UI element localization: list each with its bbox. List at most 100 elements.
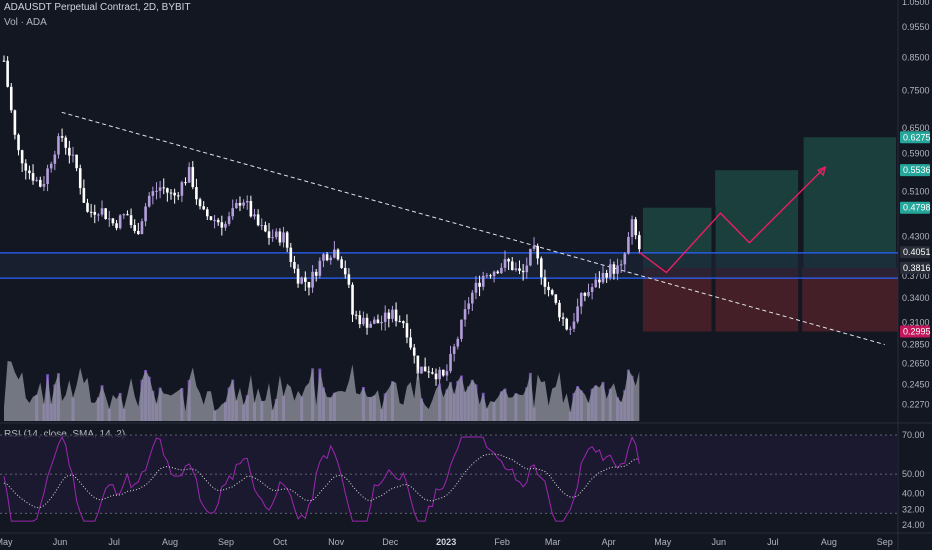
candle-body bbox=[521, 270, 525, 273]
time-tick-label: Aug bbox=[821, 537, 837, 547]
rsi-tick-label: 40.00 bbox=[902, 489, 925, 499]
price-tick-label: 0.9550 bbox=[902, 22, 930, 32]
price-badge-label: 0.6275 bbox=[903, 132, 931, 142]
time-tick-label: Jul bbox=[108, 537, 120, 547]
price-badge-label: 0.3816 bbox=[903, 263, 931, 273]
candle-body bbox=[478, 282, 481, 287]
candle-body bbox=[336, 249, 340, 260]
price-tick-label: 0.2650 bbox=[902, 359, 930, 369]
support-zone bbox=[0, 252, 898, 279]
price-tick-label: 0.4300 bbox=[902, 232, 930, 242]
time-tick-label: Mar bbox=[545, 537, 561, 547]
candle-body bbox=[227, 216, 231, 224]
candle-body bbox=[387, 312, 391, 319]
candle-body bbox=[46, 168, 49, 185]
candle-body bbox=[89, 211, 93, 213]
volume-label: Vol · ADA bbox=[4, 17, 47, 28]
candle-body bbox=[264, 225, 267, 232]
candle-body bbox=[13, 110, 17, 135]
rsi-tick-label: 50.00 bbox=[902, 469, 925, 479]
candle-body bbox=[318, 260, 322, 276]
candle-body bbox=[372, 319, 376, 324]
candle-body bbox=[253, 214, 256, 217]
candle-body bbox=[590, 287, 594, 292]
candle-body bbox=[638, 235, 641, 250]
projection-arrowhead bbox=[816, 165, 827, 177]
candle-body bbox=[587, 291, 590, 296]
candle-body bbox=[380, 321, 383, 324]
candle-body bbox=[547, 286, 550, 291]
candle-body bbox=[296, 268, 300, 284]
rsi-label: RSI (14, close, SMA, 14, 2) bbox=[4, 429, 126, 440]
chart-title: ADAUSDT Perpetual Contract, 2D, BYBIT bbox=[4, 2, 191, 13]
candle-body bbox=[605, 273, 608, 278]
rsi-line bbox=[3, 435, 640, 522]
candle-body bbox=[608, 264, 612, 278]
candle-body bbox=[463, 309, 467, 320]
candle-body bbox=[514, 268, 518, 270]
candle-body bbox=[213, 219, 216, 221]
candle-body bbox=[500, 267, 503, 274]
candle-body bbox=[242, 202, 245, 206]
candle-body bbox=[445, 371, 449, 376]
price-tick-label: 0.2850 bbox=[902, 340, 930, 350]
candle-body bbox=[354, 314, 358, 316]
candle-body bbox=[6, 60, 9, 87]
candle-body bbox=[184, 182, 187, 184]
price-badge-entry bbox=[900, 261, 930, 274]
candle-body bbox=[347, 274, 351, 285]
candle-body bbox=[510, 261, 514, 270]
candle-body bbox=[529, 248, 532, 266]
candle-body bbox=[594, 279, 598, 288]
candle-body bbox=[126, 214, 129, 216]
rsi-tick-label: 70.00 bbox=[902, 430, 925, 440]
candle-body bbox=[561, 317, 565, 319]
candle-body bbox=[42, 184, 46, 187]
candle-body bbox=[579, 292, 583, 307]
candle-body bbox=[75, 154, 78, 169]
candle-body bbox=[93, 211, 97, 215]
time-tick-label: Apr bbox=[602, 537, 616, 547]
candle-body bbox=[583, 292, 587, 296]
candle-body bbox=[176, 195, 180, 197]
candle-body bbox=[304, 277, 307, 282]
candle-body bbox=[314, 271, 318, 276]
candle-body bbox=[402, 321, 405, 324]
candle-body bbox=[518, 268, 521, 271]
price-badge-current bbox=[900, 246, 930, 259]
candle-body bbox=[71, 154, 75, 156]
candle-body bbox=[231, 208, 235, 217]
candle-body bbox=[2, 60, 6, 62]
price-tick-label: 0.8500 bbox=[902, 53, 930, 63]
candle-body bbox=[68, 147, 71, 156]
candle-body bbox=[166, 188, 169, 193]
rsi-tick-label: 24.00 bbox=[902, 520, 925, 530]
price-badge-stop bbox=[900, 325, 930, 338]
candle-body bbox=[140, 221, 144, 235]
candle-body bbox=[271, 237, 274, 239]
time-tick-label: Jul bbox=[767, 537, 779, 547]
candle-body bbox=[627, 236, 630, 254]
candle-body bbox=[434, 373, 438, 380]
candle-body bbox=[543, 277, 547, 287]
candle-body bbox=[554, 294, 558, 303]
candle-body bbox=[333, 249, 336, 258]
candle-body bbox=[558, 302, 561, 318]
candle-body bbox=[398, 321, 402, 323]
candle-body bbox=[503, 259, 507, 268]
candle-body bbox=[431, 372, 434, 374]
candle-body bbox=[78, 168, 82, 189]
candle-body bbox=[438, 369, 441, 380]
candle-body bbox=[576, 306, 579, 322]
candle-body bbox=[481, 275, 485, 287]
candle-body bbox=[144, 206, 147, 222]
time-tick-label: Sep bbox=[877, 537, 893, 547]
candle-body bbox=[209, 216, 213, 220]
candle-body bbox=[57, 136, 60, 155]
candle-body bbox=[195, 187, 198, 200]
time-tick-label: May bbox=[0, 537, 13, 547]
candle-body bbox=[329, 257, 333, 261]
price-tick-label: 0.5900 bbox=[902, 148, 930, 158]
rsi-tick-label: 32.00 bbox=[902, 504, 925, 514]
